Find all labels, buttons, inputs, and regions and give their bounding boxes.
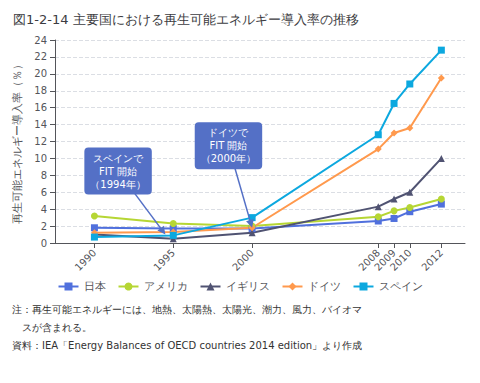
svg-text:（1994年）: （1994年） bbox=[90, 179, 145, 190]
svg-text:日本: 日本 bbox=[84, 280, 106, 293]
svg-text:再生可能エネルギー導入率（％）: 再生可能エネルギー導入率（％） bbox=[11, 59, 24, 224]
svg-text:FIT 開始: FIT 開始 bbox=[99, 166, 137, 177]
svg-text:18: 18 bbox=[34, 85, 47, 96]
svg-text:図1-2-14 主要国における再生可能エネルギー導入率の推移: 図1-2-14 主要国における再生可能エネルギー導入率の推移 bbox=[13, 12, 359, 27]
svg-text:2009: 2009 bbox=[372, 247, 398, 273]
svg-text:4: 4 bbox=[41, 204, 47, 215]
svg-text:アメリカ: アメリカ bbox=[144, 280, 188, 293]
svg-text:20: 20 bbox=[34, 68, 47, 79]
svg-text:6: 6 bbox=[41, 187, 47, 198]
svg-text:ドイツで: ドイツで bbox=[208, 127, 249, 138]
svg-text:14: 14 bbox=[34, 119, 47, 130]
svg-text:スペインで: スペインで bbox=[93, 153, 144, 164]
svg-text:2: 2 bbox=[41, 221, 47, 232]
svg-text:0: 0 bbox=[41, 238, 47, 249]
svg-text:注：再生可能エネルギーには、地熱、太陽熱、太陽光、潮力、風力: 注：再生可能エネルギーには、地熱、太陽熱、太陽光、潮力、風力、バイオマ bbox=[12, 304, 362, 315]
svg-text:2008: 2008 bbox=[356, 247, 383, 273]
svg-text:資料：IEA「Energy Balances of OECD: 資料：IEA「Energy Balances of OECD countries… bbox=[12, 340, 362, 351]
svg-text:スペイン: スペイン bbox=[379, 280, 423, 293]
svg-text:2012: 2012 bbox=[419, 247, 445, 273]
svg-text:スが含まれる。: スが含まれる。 bbox=[12, 322, 92, 333]
svg-text:12: 12 bbox=[34, 136, 47, 147]
svg-text:（2000年）: （2000年） bbox=[201, 153, 256, 164]
svg-text:16: 16 bbox=[34, 102, 47, 113]
svg-text:8: 8 bbox=[41, 170, 47, 181]
svg-text:1990: 1990 bbox=[73, 247, 99, 273]
svg-text:24: 24 bbox=[34, 35, 47, 46]
svg-text:10: 10 bbox=[34, 153, 47, 164]
svg-text:1995: 1995 bbox=[151, 247, 177, 273]
svg-text:FIT 開始: FIT 開始 bbox=[209, 140, 247, 151]
svg-text:イギリス: イギリス bbox=[226, 280, 270, 293]
svg-text:22: 22 bbox=[34, 51, 47, 62]
svg-text:2010: 2010 bbox=[388, 247, 414, 273]
svg-text:2000: 2000 bbox=[230, 247, 256, 273]
svg-text:ドイツ: ドイツ bbox=[308, 280, 341, 293]
